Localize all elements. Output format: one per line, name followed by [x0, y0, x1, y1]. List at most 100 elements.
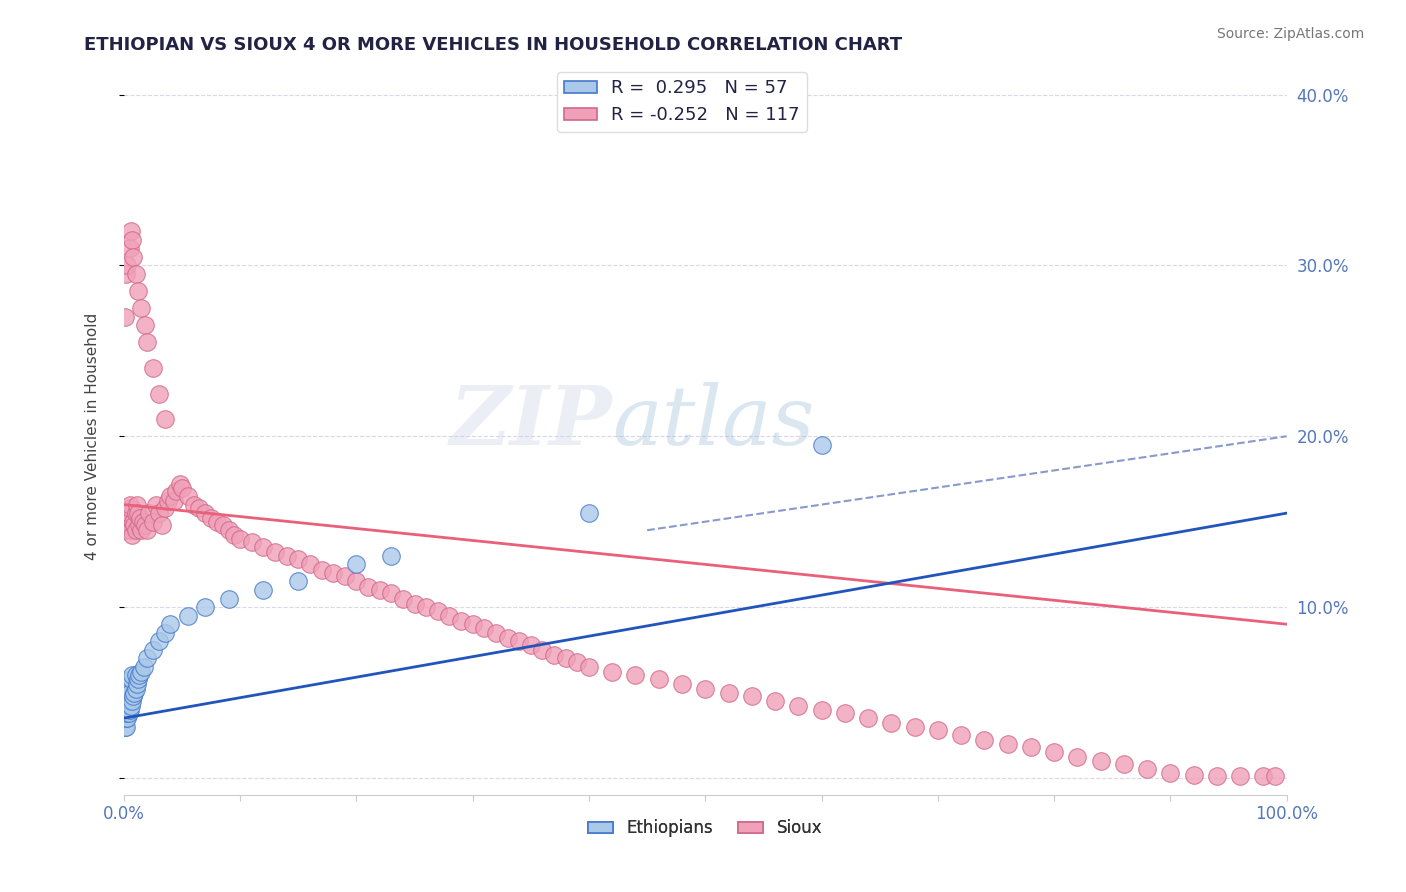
- Point: [157, 494, 180, 508]
- Point: [194, 506, 217, 520]
- Point: [1090, 754, 1112, 768]
- Point: [648, 672, 671, 686]
- Point: [218, 523, 240, 537]
- Point: [1066, 750, 1088, 764]
- Point: [298, 558, 321, 572]
- Point: [170, 481, 193, 495]
- Point: [134, 318, 156, 333]
- Point: [1136, 763, 1159, 777]
- Point: [114, 694, 136, 708]
- Point: [121, 528, 143, 542]
- Point: [115, 703, 138, 717]
- Point: [124, 682, 146, 697]
- Point: [127, 672, 149, 686]
- Point: [128, 518, 150, 533]
- Point: [188, 501, 211, 516]
- Point: [117, 506, 139, 520]
- Text: Source: ZipAtlas.com: Source: ZipAtlas.com: [1216, 27, 1364, 41]
- Point: [1229, 769, 1251, 783]
- Point: [118, 501, 141, 516]
- Point: [695, 682, 717, 697]
- Point: [125, 677, 148, 691]
- Point: [741, 689, 763, 703]
- Point: [124, 518, 146, 533]
- Point: [194, 600, 217, 615]
- Point: [117, 706, 139, 720]
- Point: [148, 506, 170, 520]
- Point: [810, 438, 832, 452]
- Point: [125, 498, 148, 512]
- Point: [120, 523, 142, 537]
- Point: [787, 699, 810, 714]
- Point: [276, 549, 298, 563]
- Point: [927, 723, 949, 738]
- Point: [880, 716, 903, 731]
- Point: [115, 720, 138, 734]
- Point: [142, 643, 165, 657]
- Point: [404, 597, 426, 611]
- Point: [624, 668, 647, 682]
- Point: [153, 501, 176, 516]
- Point: [346, 574, 368, 589]
- Point: [169, 477, 191, 491]
- Point: [163, 494, 186, 508]
- Point: [114, 703, 136, 717]
- Point: [240, 535, 263, 549]
- Point: [118, 685, 141, 699]
- Point: [115, 267, 138, 281]
- Point: [1264, 769, 1286, 783]
- Point: [118, 498, 141, 512]
- Point: [311, 562, 333, 576]
- Point: [142, 360, 165, 375]
- Point: [346, 558, 368, 572]
- Point: [165, 483, 187, 498]
- Point: [117, 699, 139, 714]
- Point: [177, 489, 200, 503]
- Point: [114, 310, 136, 324]
- Point: [114, 682, 136, 697]
- Point: [543, 648, 565, 662]
- Point: [117, 694, 139, 708]
- Point: [159, 617, 181, 632]
- Point: [950, 728, 973, 742]
- Y-axis label: 4 or more Vehicles in Household: 4 or more Vehicles in Household: [86, 312, 100, 560]
- Point: [115, 706, 138, 720]
- Point: [122, 250, 145, 264]
- Point: [134, 518, 156, 533]
- Point: [118, 241, 141, 255]
- Point: [131, 665, 153, 679]
- Point: [357, 580, 380, 594]
- Point: [131, 523, 153, 537]
- Point: [118, 703, 141, 717]
- Point: [415, 600, 437, 615]
- Point: [554, 651, 576, 665]
- Point: [120, 672, 142, 686]
- Point: [531, 643, 554, 657]
- Point: [1205, 769, 1227, 783]
- Point: [200, 511, 222, 525]
- Point: [114, 523, 136, 537]
- Point: [148, 634, 170, 648]
- Text: ETHIOPIAN VS SIOUX 4 OR MORE VEHICLES IN HOUSEHOLD CORRELATION CHART: ETHIOPIAN VS SIOUX 4 OR MORE VEHICLES IN…: [84, 36, 903, 54]
- Point: [136, 651, 159, 665]
- Point: [150, 518, 173, 533]
- Point: [472, 621, 495, 635]
- Point: [997, 737, 1019, 751]
- Point: [118, 694, 141, 708]
- Point: [461, 617, 484, 632]
- Point: [117, 694, 139, 708]
- Point: [121, 694, 143, 708]
- Point: [450, 614, 472, 628]
- Point: [122, 689, 145, 703]
- Point: [763, 694, 786, 708]
- Point: [148, 386, 170, 401]
- Point: [671, 677, 693, 691]
- Point: [124, 267, 146, 281]
- Point: [322, 566, 344, 580]
- Legend: Ethiopians, Sioux: Ethiopians, Sioux: [582, 813, 830, 844]
- Point: [485, 625, 508, 640]
- Point: [508, 634, 530, 648]
- Point: [124, 506, 146, 520]
- Point: [136, 335, 159, 350]
- Point: [578, 660, 600, 674]
